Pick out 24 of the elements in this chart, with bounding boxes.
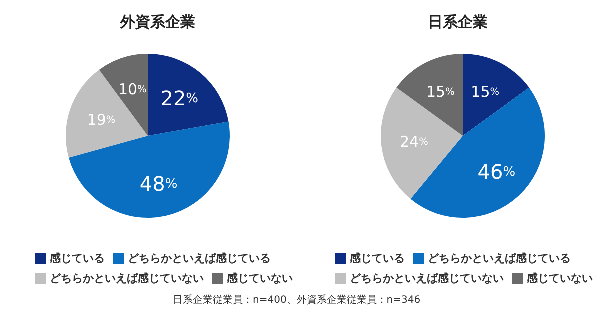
legend-label: どちらかといえば感じていない: [49, 271, 204, 286]
legend-label: 感じている: [49, 251, 105, 266]
data-label: 48%: [140, 172, 178, 196]
legend-label: どちらかといえば感じている: [427, 251, 571, 266]
pie-slice: [463, 54, 530, 136]
chart-title: 日系企業: [427, 12, 489, 33]
legend-label: 感じていない: [526, 271, 593, 286]
text: 日系企業従業員：n=400、外資系企業従業員：n=346: [173, 294, 422, 307]
legend-label: 感じていない: [226, 271, 293, 286]
data-label: 22%: [160, 86, 199, 110]
data-label: 46%: [478, 160, 516, 184]
pie-slice: [381, 88, 463, 200]
data-label: 15%: [471, 83, 500, 102]
data-label: 15%: [426, 83, 455, 102]
pie-slice: [396, 54, 463, 136]
legend-label: 感じている: [349, 251, 405, 266]
data-label: 24%: [400, 133, 428, 152]
chart-title: 外資系企業: [119, 12, 196, 33]
legend-label: どちらかといえば感じている: [127, 251, 271, 266]
data-label: 10%: [118, 80, 147, 98]
legend-label: どちらかといえば感じていない: [349, 271, 504, 286]
pie-slice: [148, 54, 229, 136]
pie-slice: [66, 70, 148, 158]
data-label: 19%: [87, 110, 116, 129]
